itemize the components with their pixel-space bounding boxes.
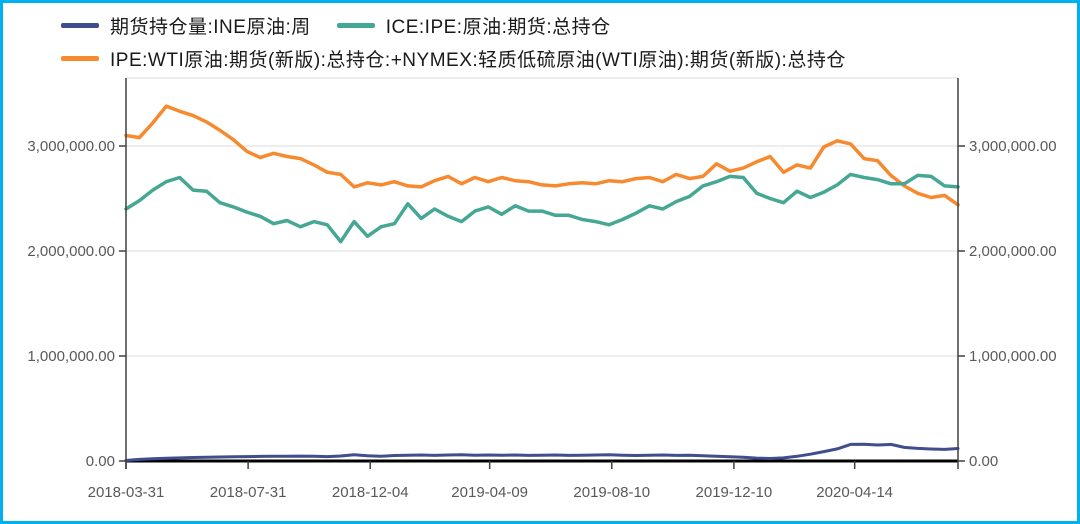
y-tick-label-left: 2,000,000.00 [27, 243, 115, 260]
series-ipe-wti-nymex [124, 104, 960, 207]
series-ine-crude [124, 442, 960, 462]
axes [119, 78, 965, 469]
legend-label-ice: ICE:IPE:原油:期货:总持仓 [385, 16, 611, 38]
legend-swatch-ice [336, 22, 375, 28]
legend-label-wti: IPE:WTI原油:期货(新版):总持仓:+NYMEX:轻质低硫原油(WTI原油… [110, 49, 846, 71]
legend-item-wti: IPE:WTI原油:期货(新版):总持仓:+NYMEX:轻质低硫原油(WTI原油… [61, 45, 846, 72]
line-chart: 0.00 0.00 1,000,000.00 1,000,000.00 2,000,00… [27, 77, 1057, 501]
y-tick-label-left: 0.00 [86, 453, 115, 470]
axis-tick-labels: 0.00 0.00 1,000,000.00 1,000,000.00 2,000,00… [27, 138, 1056, 501]
y-tick-label-right: 0.00 [969, 453, 998, 470]
legend-swatch-ine [61, 22, 99, 28]
y-tick-label-right: 1,000,000.00 [969, 348, 1057, 365]
x-tick-label: 2018-07-31 [210, 484, 287, 501]
legend-row-1: 期货持仓量:INE原油:周 ICE:IPE:原油:期货:总持仓 [61, 12, 846, 38]
y-tick-label-right: 2,000,000.00 [969, 243, 1057, 260]
legend-swatch-wti [61, 55, 99, 61]
y-tick-label-right: 3,000,000.00 [969, 138, 1057, 155]
legend-label-ine: 期货持仓量:INE原油:周 [110, 16, 311, 38]
x-tick-label: 2020-04-14 [816, 484, 893, 501]
x-tick-label: 2019-04-09 [451, 484, 528, 501]
gridlines [126, 77, 958, 357]
legend-row-2: IPE:WTI原油:期货(新版):总持仓:+NYMEX:轻质低硫原油(WTI原油… [61, 45, 846, 71]
legend: 期货持仓量:INE原油:周 ICE:IPE:原油:期货:总持仓 IPE:WTI原… [61, 12, 846, 71]
x-tick-label: 2018-12-04 [332, 484, 409, 501]
series-ice-ipe-brent [124, 172, 960, 244]
y-tick-label-left: 3,000,000.00 [27, 138, 115, 155]
legend-item-ine: 期货持仓量:INE原油:周 [61, 12, 311, 39]
legend-item-ice: ICE:IPE:原油:期货:总持仓 [336, 12, 611, 39]
x-tick-label: 2018-03-31 [88, 484, 165, 501]
series-lines [124, 104, 960, 462]
x-tick-label: 2019-08-10 [573, 484, 650, 501]
x-tick-label: 2019-12-10 [696, 484, 773, 501]
y-tick-label-left: 1,000,000.00 [27, 348, 115, 365]
